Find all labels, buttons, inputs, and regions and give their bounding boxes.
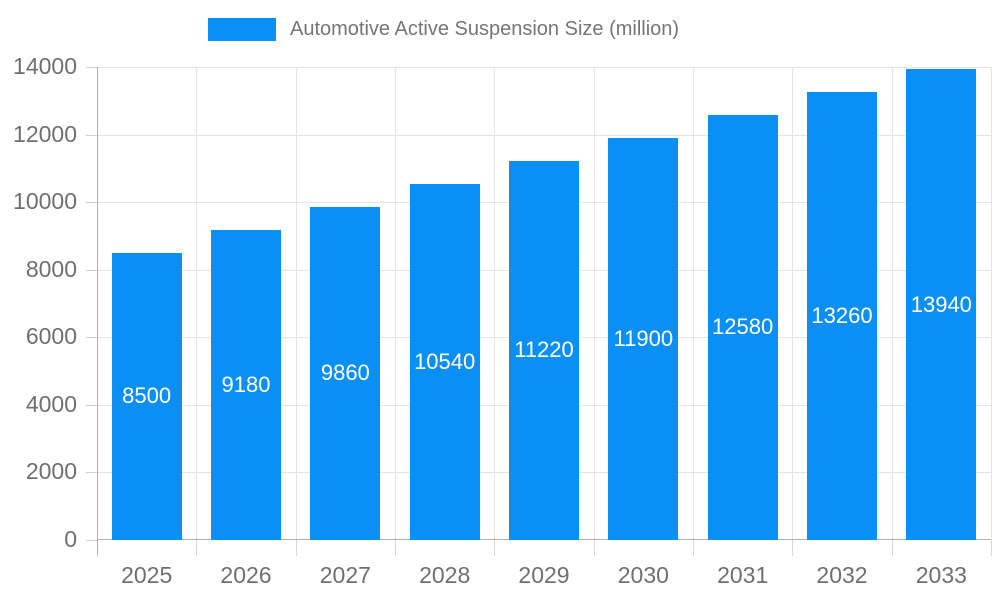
bar-value-label: 9860 xyxy=(320,360,370,386)
x-gridline xyxy=(693,67,694,540)
bar-2027[interactable]: 9860 xyxy=(310,206,381,540)
bar-value-label: 10540 xyxy=(414,348,476,374)
bar-value-label: 8500 xyxy=(122,383,172,409)
y-tick xyxy=(86,269,97,271)
y-gridline xyxy=(97,134,991,136)
legend[interactable]: Automotive Active Suspension Size (milli… xyxy=(208,18,679,41)
legend-swatch xyxy=(208,18,276,41)
x-axis-label: 2025 xyxy=(121,562,173,588)
x-gridline xyxy=(295,67,297,540)
x-axis-label: 2032 xyxy=(816,562,868,588)
x-gridline xyxy=(891,67,893,540)
y-axis-label: 2000 xyxy=(25,458,77,485)
x-gridline xyxy=(494,67,496,540)
bar-2033[interactable]: 13940 xyxy=(906,69,977,540)
y-axis-label: 8000 xyxy=(25,255,77,282)
y-tick xyxy=(86,472,97,474)
bar-2029[interactable]: 11220 xyxy=(509,160,579,540)
y-tick xyxy=(86,134,97,136)
bar-2032[interactable]: 13260 xyxy=(807,92,877,540)
x-axis-label: 2027 xyxy=(319,562,371,588)
y-tick xyxy=(86,404,97,406)
x-tick xyxy=(395,540,396,556)
y-tick xyxy=(86,67,97,68)
bar-value-label: 13940 xyxy=(910,291,972,317)
y-tick xyxy=(86,337,97,339)
bar-value-label: 11900 xyxy=(613,325,674,351)
bar-value-label: 9180 xyxy=(221,371,271,397)
x-gridline xyxy=(593,67,595,540)
bar-value-label: 12580 xyxy=(712,314,774,340)
legend-label: Automotive Active Suspension Size (milli… xyxy=(290,18,680,40)
x-tick xyxy=(494,540,496,556)
x-axis-label: 2031 xyxy=(717,562,769,588)
bar-2026[interactable]: 9180 xyxy=(211,229,281,540)
y-axis-label: 12000 xyxy=(13,120,77,147)
bar-2025[interactable]: 8500 xyxy=(111,252,182,540)
y-axis-line xyxy=(97,67,98,556)
y-axis-label: 10000 xyxy=(13,188,77,215)
y-axis-label: 0 xyxy=(64,526,77,552)
y-axis-label: 4000 xyxy=(25,390,77,417)
bar-value-label: 13260 xyxy=(811,303,873,328)
y-tick xyxy=(86,202,97,204)
x-axis-label: 2029 xyxy=(518,562,570,588)
x-tick xyxy=(593,540,595,556)
x-axis-label: 2030 xyxy=(617,562,669,588)
x-gridline xyxy=(395,67,396,540)
x-gridline xyxy=(792,67,794,540)
x-axis-label: 2033 xyxy=(915,562,967,588)
x-tick xyxy=(792,540,794,556)
bar-2031[interactable]: 12580 xyxy=(707,114,778,540)
x-tick xyxy=(693,540,694,556)
x-tick xyxy=(991,540,992,556)
y-gridline xyxy=(97,67,991,68)
y-tick xyxy=(86,540,97,541)
y-axis-label: 6000 xyxy=(25,323,77,350)
x-gridline xyxy=(196,67,198,540)
y-axis-label: 14000 xyxy=(13,53,77,79)
x-tick xyxy=(891,540,893,556)
bar-2030[interactable]: 11900 xyxy=(608,137,679,540)
plot-area: 0 2000 4000 6000 8000 10000 12000 14000 8500 2025… xyxy=(13,53,992,588)
x-axis-label: 2028 xyxy=(419,562,471,588)
x-gridline xyxy=(991,67,992,540)
bar-2028[interactable]: 10540 xyxy=(409,183,480,540)
bar-value-label: 11220 xyxy=(514,337,574,363)
x-tick xyxy=(196,540,198,556)
x-tick xyxy=(295,540,297,556)
x-axis-label: 2026 xyxy=(220,562,272,588)
